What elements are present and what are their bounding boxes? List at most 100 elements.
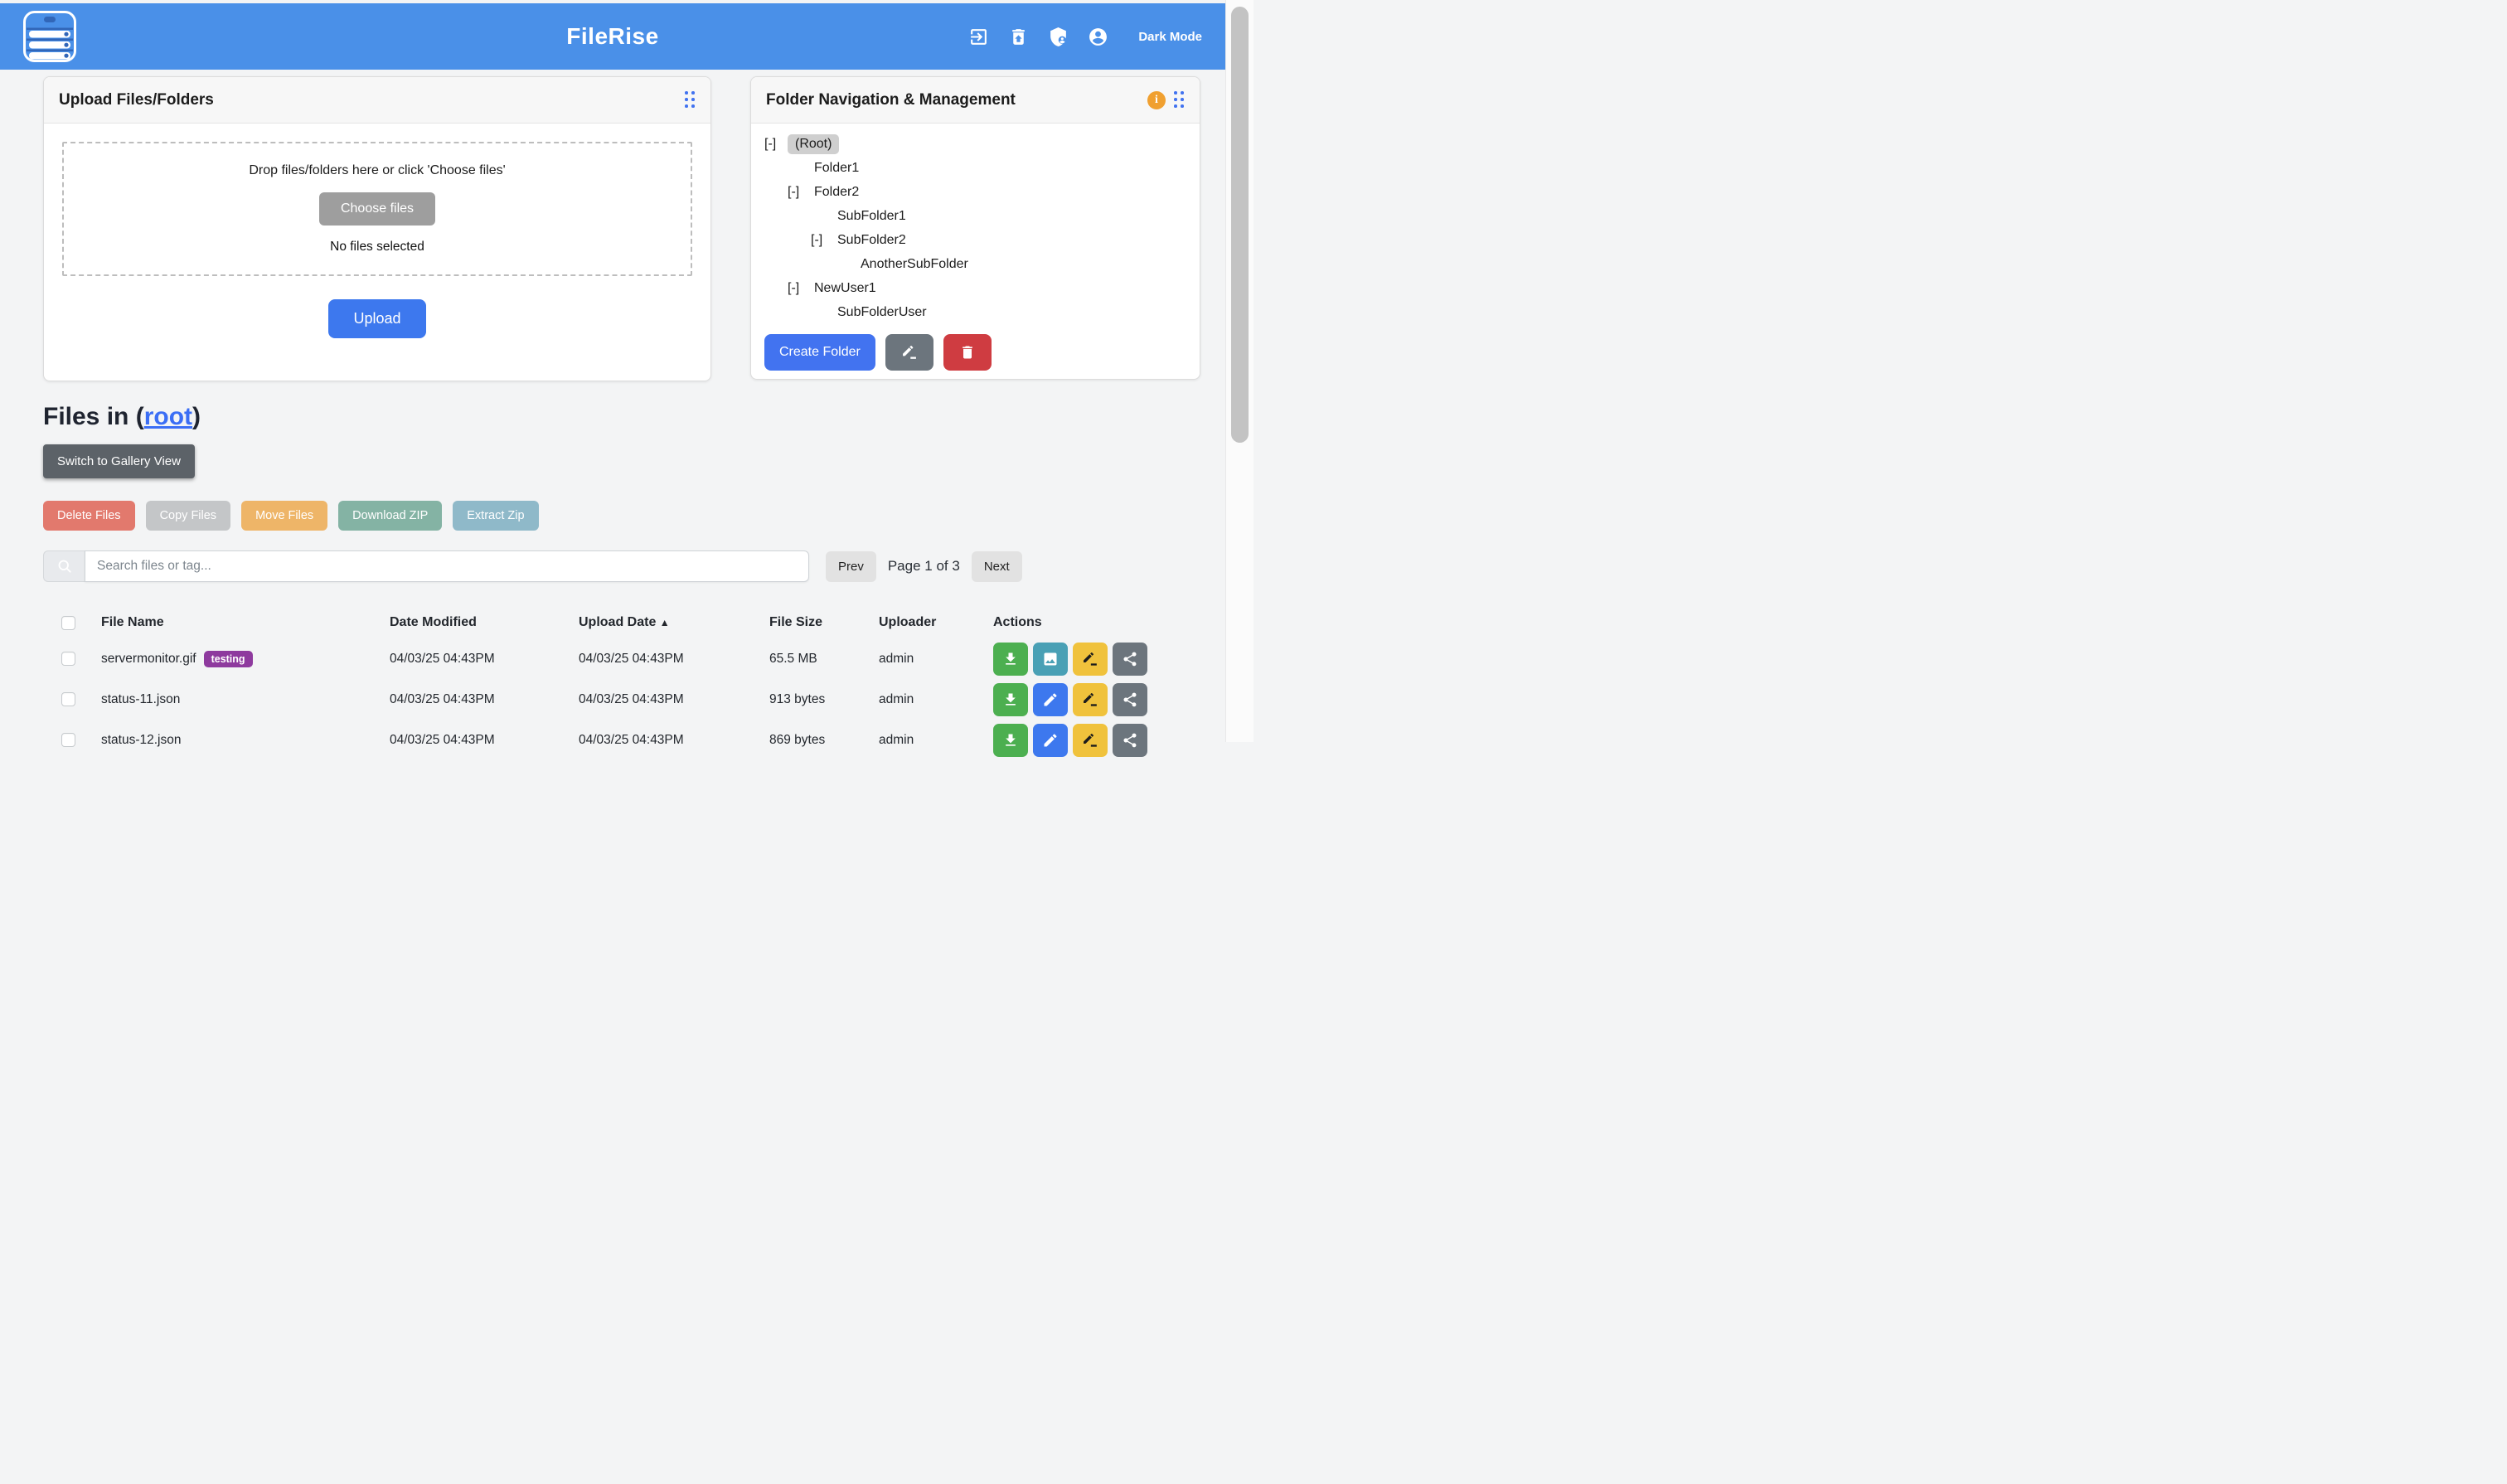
- choose-files-button[interactable]: Choose files: [318, 192, 436, 226]
- search-input[interactable]: [85, 550, 809, 582]
- dark-mode-toggle[interactable]: Dark Mode: [1138, 29, 1202, 44]
- switch-gallery-view-button[interactable]: Switch to Gallery View: [43, 444, 195, 478]
- column-header-file-name[interactable]: File Name: [101, 615, 164, 629]
- uploader-name: admin: [879, 732, 914, 747]
- folder-tree-item: SubFolderUser: [756, 300, 1195, 324]
- table-row: status-12.json 04/03/25 04:43PM 04/03/25 0…: [43, 720, 1254, 760]
- download-file-button[interactable]: [993, 642, 1028, 676]
- folder-navigation-card: Folder Navigation & Management i [-] (Roo…: [750, 76, 1200, 380]
- admin-shield-icon[interactable]: [1047, 26, 1069, 47]
- info-icon[interactable]: i: [1147, 90, 1166, 109]
- date-modified: 04/03/25 04:43PM: [390, 732, 495, 747]
- share-file-button[interactable]: [1113, 682, 1147, 716]
- tree-collapse-toggle[interactable]: [-]: [764, 136, 777, 151]
- share-file-button[interactable]: [1113, 642, 1147, 676]
- file-name[interactable]: status-12.json: [101, 732, 182, 747]
- column-header-date-modified[interactable]: Date Modified: [390, 615, 477, 629]
- date-modified: 04/03/25 04:43PM: [390, 651, 495, 666]
- row-checkbox[interactable]: [61, 652, 75, 666]
- file-dropzone[interactable]: Drop files/folders here or click 'Choose…: [62, 142, 692, 276]
- tree-collapse-toggle[interactable]: [-]: [811, 232, 823, 247]
- file-tag-badge: testing: [203, 650, 253, 667]
- folder-item[interactable]: Folder1: [814, 160, 860, 175]
- column-header-uploader[interactable]: Uploader: [879, 615, 937, 629]
- folder-card-title: Folder Navigation & Management: [766, 90, 1016, 109]
- rename-folder-button[interactable]: [885, 334, 933, 371]
- prev-page-button[interactable]: Prev: [826, 550, 876, 582]
- folder-tree-item: SubFolder1: [756, 204, 1195, 228]
- no-files-status: No files selected: [330, 240, 424, 254]
- extract-zip-button[interactable]: Extract Zip: [453, 501, 539, 531]
- logout-icon[interactable]: [967, 26, 989, 47]
- folder-item-selected[interactable]: (Root): [788, 133, 840, 154]
- uploader-name: admin: [879, 691, 914, 706]
- folder-tree-item: Folder1: [756, 156, 1195, 180]
- folder-tree-item: [-] SubFolder2: [756, 228, 1195, 252]
- folder-tree-item: AnotherSubFolder: [756, 252, 1195, 276]
- file-size: 65.5 MB: [769, 651, 817, 666]
- share-file-button[interactable]: [1113, 723, 1147, 757]
- tree-collapse-toggle[interactable]: [-]: [788, 280, 800, 295]
- upload-button[interactable]: Upload: [328, 299, 426, 338]
- delete-folder-button[interactable]: [943, 334, 992, 371]
- files-heading: Files in (root): [43, 403, 201, 430]
- edit-file-button[interactable]: [1033, 682, 1068, 716]
- delete-files-button[interactable]: Delete Files: [43, 501, 135, 531]
- row-checkbox[interactable]: [61, 733, 75, 747]
- preview-file-button[interactable]: [1033, 642, 1068, 676]
- upload-card: Upload Files/Folders Drop files/folders …: [43, 76, 711, 381]
- folder-tree-item: [-] Folder2: [756, 180, 1195, 204]
- page-indicator: Page 1 of 3: [887, 558, 960, 574]
- rename-file-button[interactable]: [1073, 642, 1108, 676]
- file-name[interactable]: servermonitor.gif: [101, 651, 196, 666]
- upload-date: 04/03/25 04:43PM: [579, 651, 684, 666]
- table-row: servermonitor.gif testing 04/03/25 04:43PM…: [43, 638, 1254, 679]
- folder-tree-item: [-] NewUser1: [756, 276, 1195, 300]
- download-file-button[interactable]: [993, 723, 1028, 757]
- download-zip-button[interactable]: Download ZIP: [338, 501, 443, 531]
- filerise-logo-icon: [23, 11, 76, 62]
- folder-item[interactable]: Folder2: [814, 184, 860, 199]
- rename-file-button[interactable]: [1073, 723, 1108, 757]
- dropzone-instructions: Drop files/folders here or click 'Choose…: [249, 163, 506, 177]
- table-row: status-11.json 04/03/25 04:43PM 04/03/25 0…: [43, 679, 1254, 720]
- column-header-actions: Actions: [993, 615, 1042, 629]
- vertical-scrollbar[interactable]: [1225, 0, 1254, 742]
- user-account-icon[interactable]: [1087, 26, 1108, 47]
- folder-item[interactable]: AnotherSubFolder: [861, 256, 968, 271]
- tree-collapse-toggle[interactable]: [-]: [788, 184, 800, 199]
- edit-file-button[interactable]: [1033, 723, 1068, 757]
- file-table: File Name Date Modified Upload Date ▲ Fi…: [43, 607, 1254, 760]
- uploader-name: admin: [879, 651, 914, 666]
- sort-ascending-icon: ▲: [659, 617, 670, 628]
- column-header-upload-date[interactable]: Upload Date ▲: [579, 615, 670, 629]
- date-modified: 04/03/25 04:43PM: [390, 691, 495, 706]
- folder-tree: [-] (Root) Folder1 [-] Folder2 SubFolder1 [-] S…: [751, 124, 1200, 324]
- file-size: 869 bytes: [769, 732, 826, 747]
- restore-trash-icon[interactable]: [1007, 26, 1029, 47]
- upload-date: 04/03/25 04:43PM: [579, 732, 684, 747]
- next-page-button[interactable]: Next: [971, 550, 1022, 582]
- row-checkbox[interactable]: [61, 692, 75, 706]
- root-folder-link[interactable]: root: [143, 403, 193, 430]
- drag-handle-icon[interactable]: [685, 91, 696, 109]
- table-header-row: File Name Date Modified Upload Date ▲ Fi…: [43, 607, 1254, 638]
- create-folder-button[interactable]: Create Folder: [764, 334, 875, 371]
- drag-handle-icon[interactable]: [1174, 91, 1185, 109]
- bulk-actions-bar: Delete Files Copy Files Move Files Download…: [43, 501, 1254, 531]
- folder-item[interactable]: NewUser1: [814, 280, 876, 295]
- move-files-button[interactable]: Move Files: [241, 501, 328, 531]
- folder-item[interactable]: SubFolderUser: [837, 304, 927, 319]
- rename-file-button[interactable]: [1073, 682, 1108, 716]
- download-file-button[interactable]: [993, 682, 1028, 716]
- folder-item[interactable]: SubFolder1: [837, 208, 906, 223]
- file-size: 913 bytes: [769, 691, 826, 706]
- file-name[interactable]: status-11.json: [101, 691, 181, 706]
- column-header-file-size[interactable]: File Size: [769, 615, 823, 629]
- select-all-checkbox[interactable]: [61, 615, 75, 630]
- upload-card-title: Upload Files/Folders: [59, 90, 214, 109]
- window-edge: [0, 0, 1254, 3]
- scrollbar-thumb[interactable]: [1231, 7, 1249, 443]
- folder-item[interactable]: SubFolder2: [837, 232, 906, 247]
- copy-files-button[interactable]: Copy Files: [145, 501, 231, 531]
